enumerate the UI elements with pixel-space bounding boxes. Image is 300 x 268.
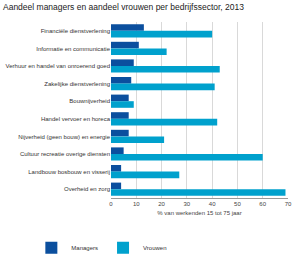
svg-text:70: 70 <box>285 201 292 207</box>
svg-text:0: 0 <box>109 201 113 207</box>
svg-text:20: 20 <box>158 201 165 207</box>
svg-text:Handel vervoer en horeca: Handel vervoer en horeca <box>41 116 111 122</box>
svg-text:Informatie en communicatie: Informatie en communicatie <box>36 46 110 52</box>
svg-text:Verhuur en handel van onroeren: Verhuur en handel van onroerend goed <box>6 63 110 69</box>
svg-text:Vrouwen: Vrouwen <box>143 245 166 251</box>
svg-text:Aandeel managers en aandeel vr: Aandeel managers en aandeel vrouwen per … <box>3 2 244 12</box>
svg-text:30: 30 <box>184 201 191 207</box>
svg-text:Financiële dienstverlening: Financiële dienstverlening <box>41 28 110 34</box>
svg-text:Landbouw bosbouw en visserij: Landbouw bosbouw en visserij <box>28 169 110 175</box>
svg-text:Cultuur recreatie overige dien: Cultuur recreatie overige diensten <box>20 151 110 157</box>
svg-text:Managers: Managers <box>71 245 98 251</box>
svg-text:60: 60 <box>259 201 266 207</box>
svg-text:10: 10 <box>133 201 140 207</box>
svg-text:Zakelijke dienstverlening: Zakelijke dienstverlening <box>44 81 110 87</box>
svg-text:Overheid en zorg: Overheid en zorg <box>64 186 110 192</box>
svg-text:40: 40 <box>209 201 216 207</box>
svg-text:% van werkenden 15 tot 75 jaar: % van werkenden 15 tot 75 jaar <box>157 210 241 216</box>
svg-text:Nijverheid (geen bouw) en ener: Nijverheid (geen bouw) en energie <box>18 134 110 140</box>
svg-text:50: 50 <box>234 201 241 207</box>
svg-text:Bouwnijverheid: Bouwnijverheid <box>69 98 110 104</box>
